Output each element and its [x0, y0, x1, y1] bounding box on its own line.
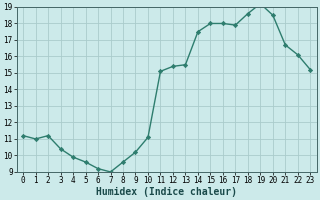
X-axis label: Humidex (Indice chaleur): Humidex (Indice chaleur): [96, 186, 237, 197]
